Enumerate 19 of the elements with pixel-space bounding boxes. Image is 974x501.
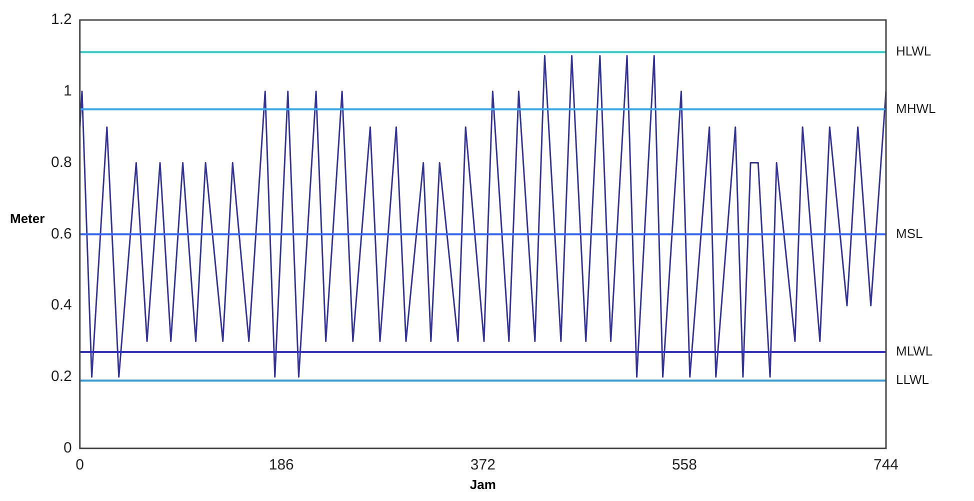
y-tick-label: 0.4 [50, 296, 72, 314]
x-tick-label: 558 [672, 456, 697, 474]
ref-line-label: HLWL [896, 44, 932, 59]
x-tick-label: 372 [470, 456, 496, 474]
x-tick-label: 744 [873, 456, 899, 474]
ref-line-label: LLWL [896, 372, 929, 388]
y-tick-label: 0.6 [50, 225, 72, 242]
x-axis-title: Jam [470, 476, 496, 492]
ref-line-label: MLWL [896, 344, 933, 359]
y-tick-label: 1 [64, 82, 72, 100]
y-tick-label: 0.8 [50, 154, 72, 171]
y-tick-label: 0 [64, 440, 72, 457]
ref-line-label: MHWL [896, 100, 936, 116]
x-tick-label: 0 [76, 456, 84, 474]
ref-line-label: MSL [896, 226, 923, 241]
y-tick-label: 1.2 [50, 11, 72, 28]
x-tick-label: 186 [268, 456, 294, 474]
y-axis-title: Meter [10, 210, 45, 226]
y-tick-label: 0.2 [50, 368, 72, 386]
